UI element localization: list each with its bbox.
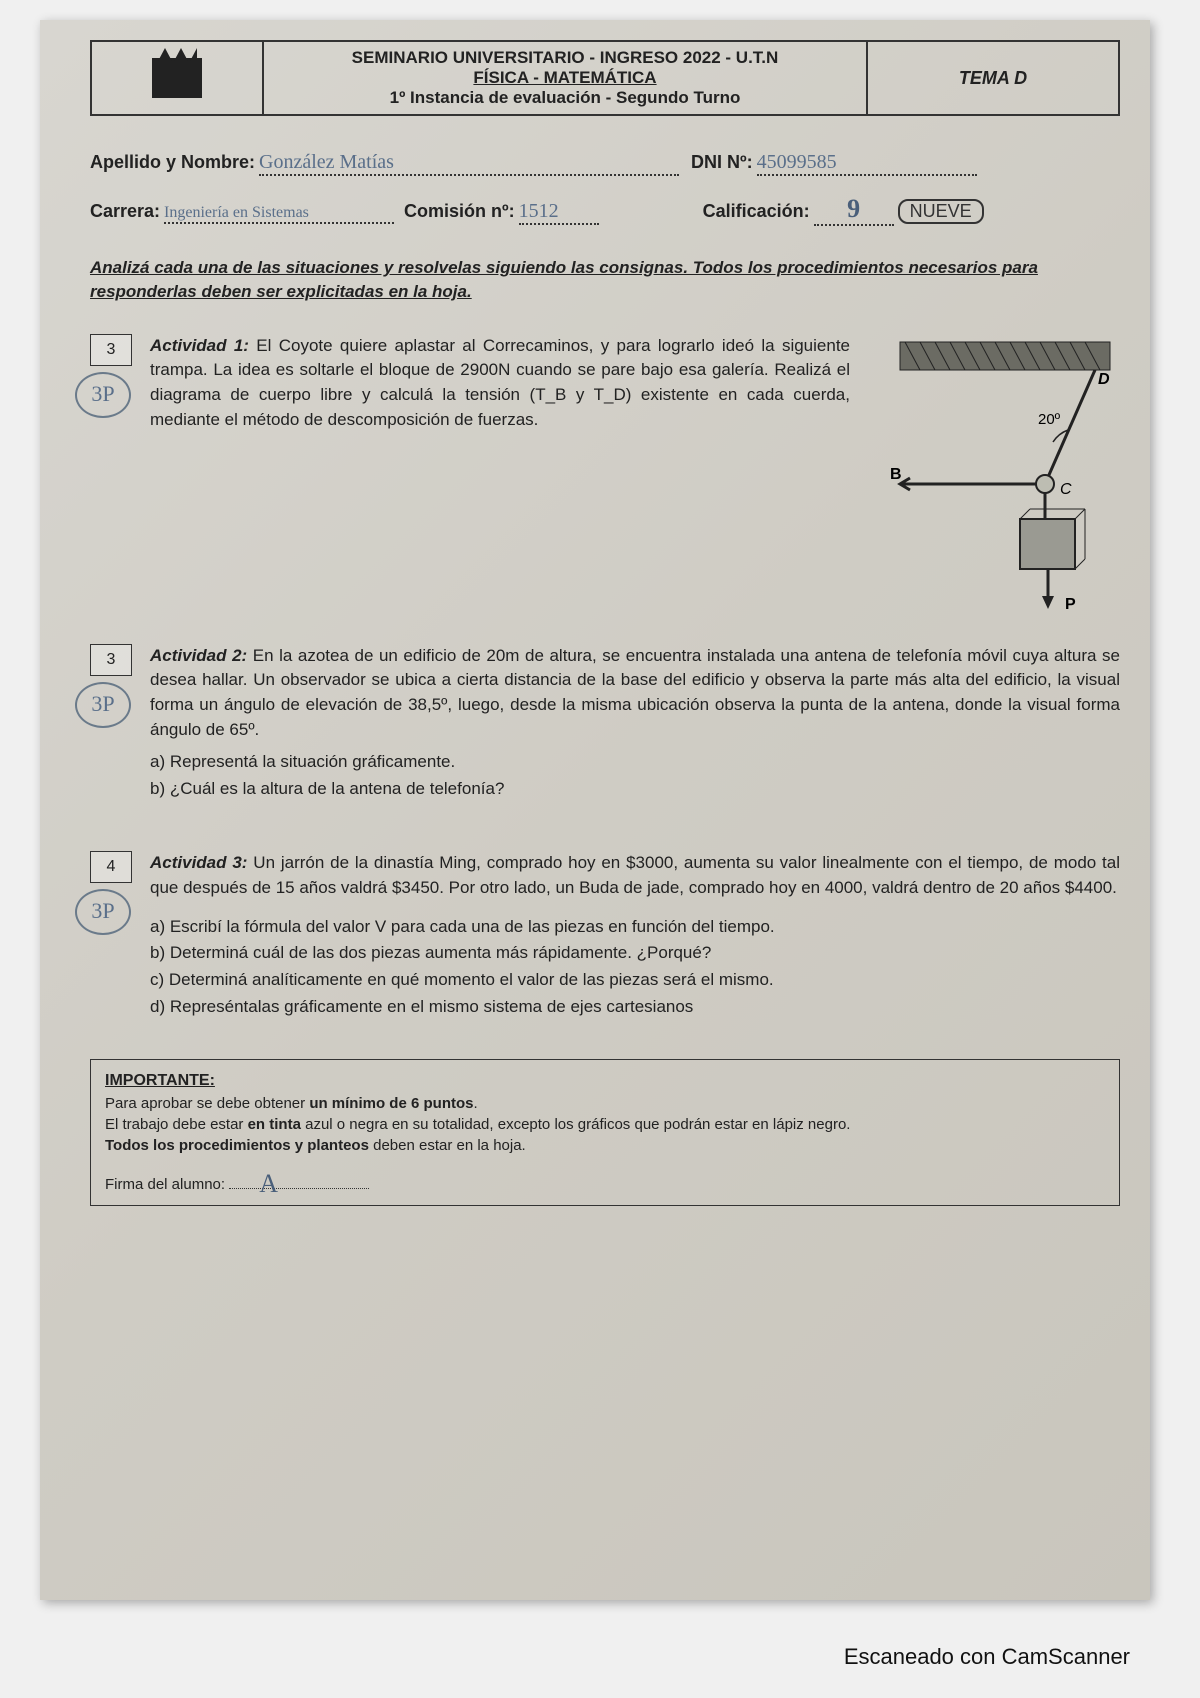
calif-label: Calificación: <box>703 201 810 222</box>
imp1b: un mínimo de 6 puntos <box>309 1095 473 1112</box>
header-line3: 1º Instancia de evaluación - Segundo Tur… <box>274 88 856 108</box>
carrera-label: Carrera: <box>90 201 160 222</box>
comision-value: 1512 <box>519 200 559 222</box>
calif-number: 9 <box>847 194 860 223</box>
activity-3-text: Un jarrón de la dinastía Ming, comprado … <box>150 853 1120 897</box>
diagram-label-B: B <box>890 466 902 483</box>
activity-3-title: Actividad 3: <box>150 853 247 872</box>
activity-2-title: Actividad 2: <box>150 646 247 665</box>
diagram-label-angle: 20º <box>1038 411 1061 428</box>
utn-logo-icon <box>152 58 202 98</box>
score-hand-1: 3P <box>75 372 131 418</box>
imp3b: deben estar en la hoja. <box>369 1137 526 1154</box>
camscanner-label: Escaneado con CamScanner <box>844 1644 1130 1670</box>
name-label: Apellido y Nombre: <box>90 152 255 173</box>
diagram-svg: D 20º B C P <box>870 334 1120 614</box>
title-cell: SEMINARIO UNIVERSITARIO - INGRESO 2022 -… <box>263 41 867 115</box>
activity-1-text: El Coyote quiere aplastar al Correcamino… <box>150 336 850 429</box>
name-value: González Matías <box>259 151 394 173</box>
important-line2: El trabajo debe estar en tinta azul o ne… <box>105 1114 1105 1135</box>
imp3a: Todos los procedimientos y planteos <box>105 1137 369 1154</box>
diagram-label-D: D <box>1098 371 1110 388</box>
dni-value: 45099585 <box>757 151 837 173</box>
activity-3-item-c: c) Determiná analíticamente en qué momen… <box>150 968 1120 993</box>
activity-3: 4 3P Actividad 3: Un jarrón de la dinast… <box>90 851 1120 1019</box>
exam-page: SEMINARIO UNIVERSITARIO - INGRESO 2022 -… <box>40 20 1150 1600</box>
important-line3: Todos los procedimientos y planteos debe… <box>105 1135 1105 1156</box>
imp2a: El trabajo debe estar <box>105 1116 248 1133</box>
carrera-row: Carrera: Ingeniería en Sistemas Comisión… <box>90 194 1120 226</box>
activity-2-text: En la azotea de un edificio de 20m de al… <box>150 646 1120 739</box>
imp1c: . <box>473 1095 477 1112</box>
diagram-label-P: P <box>1065 596 1076 613</box>
activity-3-body: Actividad 3: Un jarrón de la dinastía Mi… <box>150 851 1120 1019</box>
score-hand-3: 3P <box>75 889 131 935</box>
activity-3-item-d: d) Represéntalas gráficamente en el mism… <box>150 995 1120 1020</box>
signature-line: Firma del alumno: A <box>105 1174 1105 1195</box>
dni-label: DNI Nº: <box>691 152 753 173</box>
imp2c: azul o negra en su totalidad, excepto lo… <box>301 1116 851 1133</box>
diagram-label-C: C <box>1060 481 1072 498</box>
activity-2-item-a: a) Representá la situación gráficamente. <box>150 750 1120 775</box>
activity-1-diagram: D 20º B C P <box>870 334 1120 614</box>
signature-label: Firma del alumno: <box>105 1176 229 1193</box>
header-line1: SEMINARIO UNIVERSITARIO - INGRESO 2022 -… <box>274 48 856 68</box>
score-box-2: 3 <box>90 644 132 676</box>
important-title: IMPORTANTE: <box>105 1070 1105 1092</box>
activity-3-item-b: b) Determiná cuál de las dos piezas aume… <box>150 941 1120 966</box>
score-hand-2: 3P <box>75 682 131 728</box>
signature-field: A <box>229 1188 369 1189</box>
score-box-1: 3 <box>90 334 132 366</box>
instructions: Analizá cada una de las situaciones y re… <box>90 256 1120 304</box>
activity-3-item-a: a) Escribí la fórmula del valor V para c… <box>150 915 1120 940</box>
calif-word: NUEVE <box>898 199 984 224</box>
imp2b: en tinta <box>248 1116 301 1133</box>
activity-2-item-b: b) ¿Cuál es la altura de la antena de te… <box>150 777 1120 802</box>
header-table: SEMINARIO UNIVERSITARIO - INGRESO 2022 -… <box>90 40 1120 116</box>
tema-cell: TEMA D <box>867 41 1119 115</box>
activity-2: 3 3P Actividad 2: En la azotea de un edi… <box>90 644 1120 802</box>
logo-cell <box>91 41 263 115</box>
form-block: Apellido y Nombre: González Matías DNI N… <box>90 151 1120 226</box>
important-box: IMPORTANTE: Para aprobar se debe obtener… <box>90 1059 1120 1205</box>
imp1a: Para aprobar se debe obtener <box>105 1095 309 1112</box>
activity-1: 3 3P <box>90 334 1120 614</box>
name-row: Apellido y Nombre: González Matías DNI N… <box>90 151 1120 176</box>
score-box-3: 4 <box>90 851 132 883</box>
important-line1: Para aprobar se debe obtener un mínimo d… <box>105 1093 1105 1114</box>
activity-2-body: Actividad 2: En la azotea de un edificio… <box>150 644 1120 802</box>
comision-label: Comisión nº: <box>404 201 515 222</box>
activity-2-sublist: a) Representá la situación gráficamente.… <box>150 750 1120 801</box>
carrera-value: Ingeniería en Sistemas <box>164 204 309 221</box>
activity-3-sublist: a) Escribí la fórmula del valor V para c… <box>150 915 1120 1020</box>
signature-mark: A <box>259 1166 278 1202</box>
activity-1-title: Actividad 1: <box>150 336 249 355</box>
header-line2: FÍSICA - MATEMÁTICA <box>274 68 856 88</box>
